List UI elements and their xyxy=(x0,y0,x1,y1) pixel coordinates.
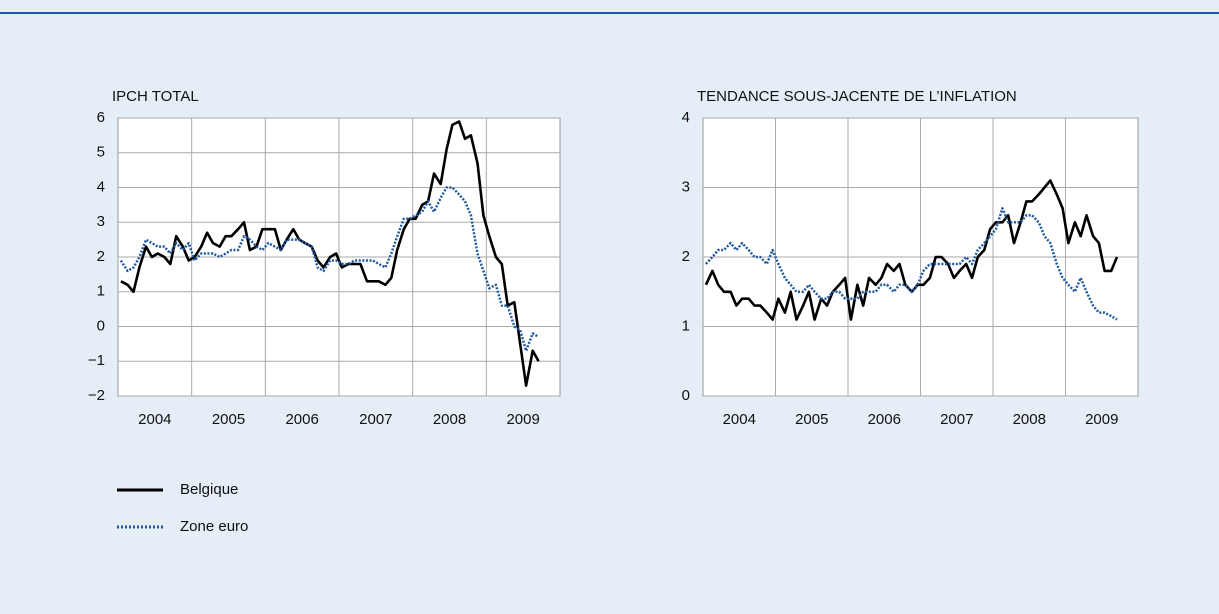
y-tick-label: −1 xyxy=(88,352,105,369)
y-tick-label: 5 xyxy=(97,144,105,161)
y-tick-label: −2 xyxy=(88,387,105,404)
x-tick-label: 2007 xyxy=(359,411,392,428)
y-tick-label: 2 xyxy=(97,248,105,265)
x-tick-label: 2005 xyxy=(212,411,245,428)
legend-label: Belgique xyxy=(180,481,238,498)
x-tick-label: 2005 xyxy=(795,411,828,428)
line-series xyxy=(704,207,1118,321)
chart-title: TENDANCE SOUS-JACENTE DE L’INFLATION xyxy=(697,88,1017,105)
x-tick-label: 2004 xyxy=(138,411,171,428)
y-tick-label: 0 xyxy=(682,387,690,404)
y-tick-label: 2 xyxy=(682,248,690,265)
x-tick-label: 2008 xyxy=(433,411,466,428)
x-tick-label: 2009 xyxy=(1085,411,1118,428)
y-tick-label: 3 xyxy=(97,213,105,230)
y-tick-label: 4 xyxy=(682,109,690,126)
y-tick-label: 4 xyxy=(97,178,105,195)
x-tick-label: 2004 xyxy=(723,411,756,428)
x-tick-label: 2008 xyxy=(1013,411,1046,428)
y-tick-label: 0 xyxy=(97,317,105,334)
line-series xyxy=(120,120,540,387)
chart-title: IPCH TOTAL xyxy=(112,88,199,105)
y-tick-label: 1 xyxy=(97,283,105,300)
x-tick-label: 2009 xyxy=(506,411,539,428)
x-tick-label: 2007 xyxy=(940,411,973,428)
y-tick-label: 1 xyxy=(682,317,690,334)
x-tick-label: 2006 xyxy=(868,411,901,428)
legend-label: Zone euro xyxy=(180,518,248,535)
x-tick-label: 2006 xyxy=(285,411,318,428)
line-series xyxy=(119,186,540,353)
y-tick-label: 3 xyxy=(682,178,690,195)
y-tick-label: 6 xyxy=(97,109,105,126)
